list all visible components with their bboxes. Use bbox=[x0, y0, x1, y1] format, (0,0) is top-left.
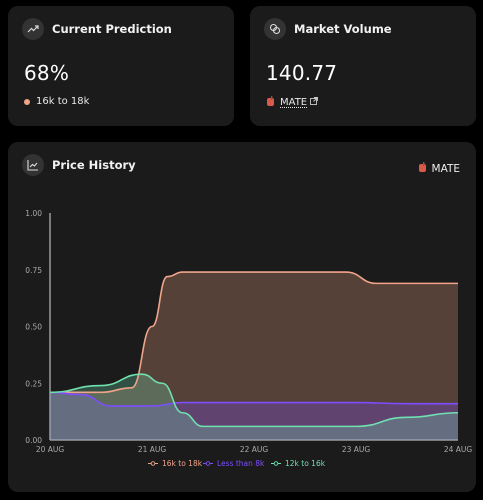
market-volume-card: Market Volume 140.77 MATE bbox=[250, 6, 476, 126]
price-history-chart: 0.00 0.25 0.50 0.75 1.00 20 AUG 21 AUG 22 AUG 23… bbox=[25, 209, 473, 468]
series-line-0 bbox=[50, 271, 458, 394]
series-line-1 bbox=[49, 391, 458, 407]
y-tick-label: 1.00 bbox=[25, 209, 42, 218]
x-tick-label: 21 AUG bbox=[138, 445, 167, 454]
mate-token-icon bbox=[266, 96, 275, 109]
current-prediction-card: Current Prediction 68% 16k to 18k bbox=[8, 6, 234, 126]
y-tick-label: 0.50 bbox=[25, 323, 42, 332]
volume-value: 140.77 bbox=[266, 61, 338, 85]
history-token: MATE bbox=[418, 162, 460, 175]
y-tick-label: 0.25 bbox=[25, 379, 42, 388]
coins-icon bbox=[264, 18, 286, 40]
line-chart-icon bbox=[22, 154, 44, 176]
current-prediction-title: Current Prediction bbox=[52, 22, 172, 36]
volume-token-row[interactable]: MATE bbox=[266, 96, 319, 109]
x-tick-label: 22 AUG bbox=[240, 445, 269, 454]
series-line-2 bbox=[49, 373, 459, 428]
legend-marker-1 bbox=[205, 461, 211, 466]
price-history-header: Price History bbox=[22, 154, 136, 176]
x-tick-label: 20 AUG bbox=[36, 445, 65, 454]
y-tick-label: 0.00 bbox=[25, 436, 42, 445]
x-tick-label: 24 AUG bbox=[444, 445, 473, 454]
series-area-2 bbox=[50, 374, 458, 440]
price-history-card: 0.00 0.25 0.50 0.75 1.00 20 AUG 21 AUG 22 AUG 23… bbox=[8, 142, 476, 492]
legend-marker-2 bbox=[273, 461, 279, 466]
outcome-label: 16k to 18k bbox=[36, 96, 90, 107]
y-tick-label: 0.75 bbox=[25, 266, 42, 275]
legend-marker-0 bbox=[150, 461, 156, 466]
external-link-icon[interactable] bbox=[310, 97, 319, 108]
trending-up-icon bbox=[22, 18, 44, 40]
outcome-dot bbox=[24, 98, 30, 105]
price-history-title: Price History bbox=[52, 158, 136, 172]
prediction-outcome: 16k to 18k bbox=[24, 96, 89, 107]
x-tick-label: 23 AUG bbox=[342, 445, 371, 454]
legend-entry-2: 12k to 16k bbox=[285, 459, 326, 468]
mate-token-link[interactable]: MATE bbox=[280, 97, 308, 108]
mate-token-icon bbox=[418, 162, 427, 175]
prediction-value: 68% bbox=[24, 61, 70, 85]
legend-entry-0: 16k to 18k bbox=[162, 459, 203, 468]
series-area-0 bbox=[50, 272, 458, 440]
history-token-label: MATE bbox=[431, 162, 460, 175]
series-area-1 bbox=[50, 392, 458, 440]
current-prediction-header: Current Prediction bbox=[22, 18, 172, 40]
market-volume-header: Market Volume bbox=[264, 18, 392, 40]
legend-entry-1: Less than 8k bbox=[217, 459, 265, 468]
market-volume-title: Market Volume bbox=[294, 22, 392, 36]
